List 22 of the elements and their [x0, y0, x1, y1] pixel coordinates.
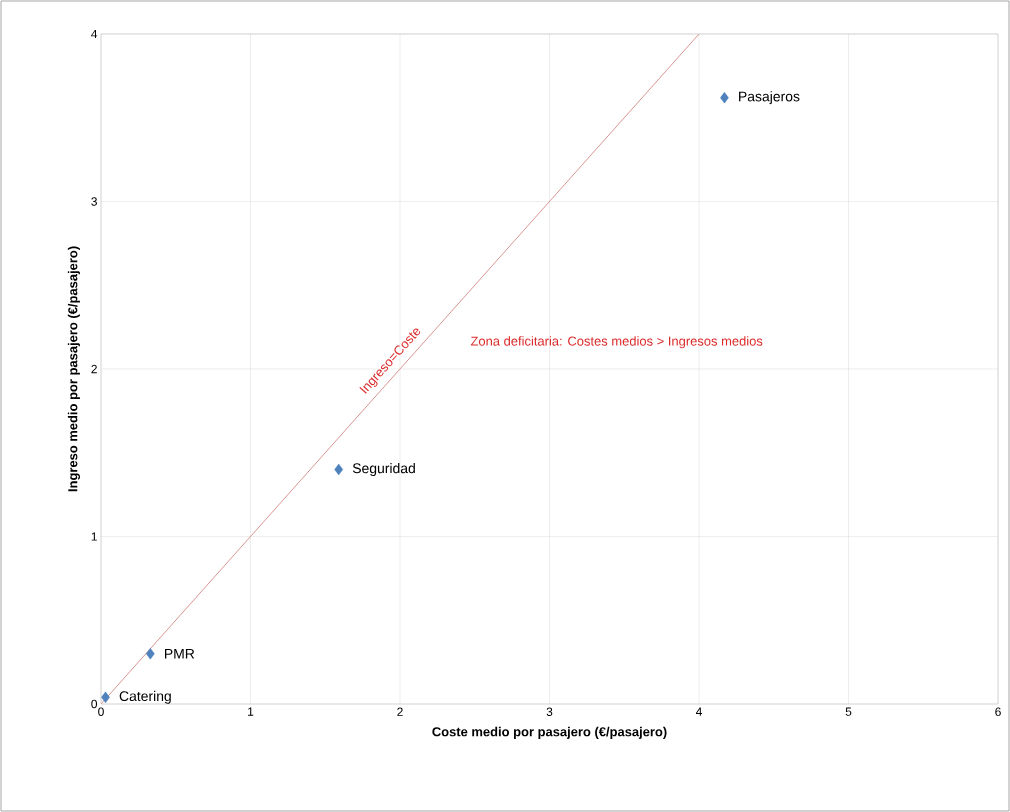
annotation: Seguridad	[352, 462, 415, 476]
annotation: Zona deficitaria: Costes medios > Ingresos medios	[470, 336, 763, 349]
annotation: Catering	[119, 690, 171, 704]
x-axis-title: Coste medio por pasajero (€/pasajero)	[432, 726, 667, 739]
annotation: Pasajeros	[739, 91, 800, 105]
x-tick-label: 4	[695, 707, 702, 716]
y-tick-label: 2	[91, 364, 97, 374]
y-tick-label: 0	[91, 699, 98, 709]
point	[334, 463, 344, 476]
annotation: PMR	[165, 648, 195, 659]
x-tick-label: 3	[546, 707, 553, 716]
x-tick-label: 0	[98, 707, 104, 716]
y-tick-label: 4	[91, 29, 98, 39]
point	[101, 691, 110, 703]
x-tick-label: 6	[995, 707, 1001, 716]
y-tick-label: 3	[91, 197, 97, 206]
y-axis-title: Ingreso medio por pasajero (€/pasajero)	[67, 246, 80, 492]
y-tick-label: 1	[91, 532, 97, 541]
point	[146, 648, 155, 660]
x-tick-label: 5	[845, 707, 852, 716]
x-tick-label: 2	[397, 707, 403, 716]
x-tick-label: 1	[248, 707, 254, 716]
